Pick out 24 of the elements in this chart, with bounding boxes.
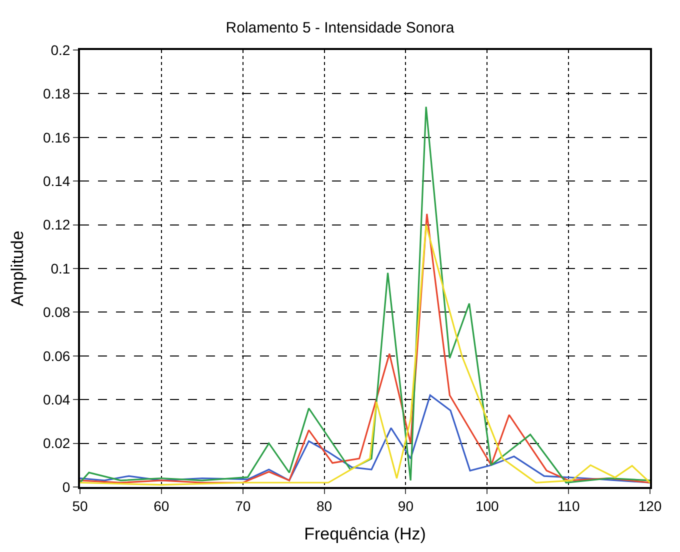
y-tick-label: 0.08	[42, 304, 70, 320]
y-axis-title: Amplitude	[8, 230, 27, 306]
y-tick-label: 0	[62, 478, 70, 495]
x-tick-label: 60	[154, 498, 170, 514]
line-series	[80, 394, 650, 484]
y-tick-label: 0.06	[42, 348, 70, 364]
x-tick-label: 90	[398, 498, 414, 514]
y-tick-label: 0.1	[50, 260, 70, 276]
x-axis-title: Frequência (Hz)	[304, 524, 426, 544]
x-tick-label: 120	[638, 498, 662, 514]
line-series	[80, 106, 650, 484]
x-tick-label: 70	[235, 498, 251, 514]
y-tick-label: 0.16	[42, 129, 70, 146]
y-tick-label: 0.14	[42, 173, 70, 189]
y-tick-label: 0.18	[42, 86, 70, 102]
chart-title: Rolamento 5 - Intensidade Sonora	[226, 20, 455, 37]
x-tick-label: 80	[316, 498, 332, 514]
x-tick-label: 100	[475, 498, 500, 514]
x-tick-label: 110	[557, 498, 580, 514]
y-tick-label: 0.2	[50, 42, 70, 58]
y-tick-label: 0.12	[42, 216, 70, 233]
y-tick-label: 0.02	[42, 435, 70, 452]
x-tick-label: 50	[72, 498, 88, 514]
y-tick-label: 0.04	[42, 392, 70, 408]
